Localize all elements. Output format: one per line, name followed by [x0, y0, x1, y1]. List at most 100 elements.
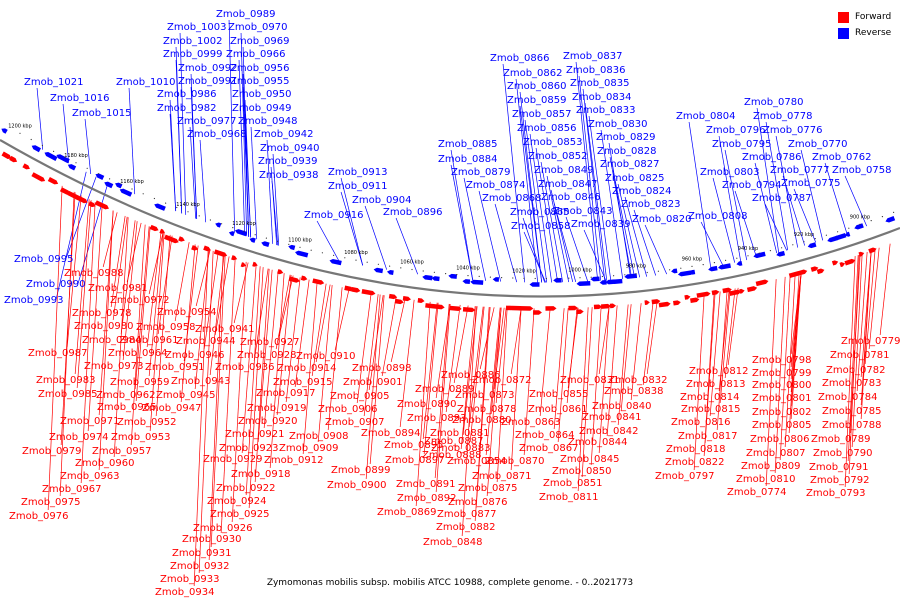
forward-gene-label[interactable]: Zmob_0964	[108, 348, 168, 359]
reverse-gene-label[interactable]: Zmob_0857	[512, 109, 572, 120]
forward-gene-label[interactable]: Zmob_0980	[74, 321, 134, 332]
reverse-gene-label[interactable]: Zmob_0858	[511, 221, 571, 232]
reverse-gene-label[interactable]: Zmob_1015	[72, 108, 132, 119]
forward-gene-arrow[interactable]	[178, 236, 185, 242]
forward-gene-label[interactable]: Zmob_0931	[172, 548, 232, 559]
forward-gene-label[interactable]: Zmob_0972	[110, 295, 170, 306]
forward-gene-label[interactable]: Zmob_0985	[38, 389, 98, 400]
forward-gene-arrow[interactable]	[288, 276, 301, 283]
forward-gene-label[interactable]: Zmob_0900	[327, 480, 387, 491]
reverse-gene-label[interactable]: Zmob_0796	[706, 125, 766, 136]
forward-gene-label[interactable]: Zmob_0881	[430, 428, 490, 439]
reverse-gene-arrow[interactable]	[261, 240, 270, 247]
forward-gene-label[interactable]: Zmob_0979	[22, 446, 82, 457]
reverse-gene-label[interactable]: Zmob_0777	[770, 165, 830, 176]
reverse-gene-label[interactable]: Zmob_0843	[553, 206, 613, 217]
forward-gene-arrow[interactable]	[252, 261, 258, 268]
reverse-gene-arrow[interactable]	[718, 263, 732, 270]
reverse-gene-arrow[interactable]	[55, 153, 70, 164]
reverse-gene-arrow[interactable]	[373, 267, 384, 274]
forward-gene-label[interactable]: Zmob_0923	[219, 443, 279, 454]
forward-gene-arrow[interactable]	[213, 249, 228, 258]
forward-gene-label[interactable]: Zmob_0875	[458, 483, 518, 494]
forward-gene-label[interactable]: Zmob_0873	[455, 390, 515, 401]
forward-gene-label[interactable]: Zmob_0976	[9, 511, 69, 522]
forward-gene-label[interactable]: Zmob_0864	[515, 430, 575, 441]
forward-gene-label[interactable]: Zmob_0909	[279, 443, 339, 454]
reverse-gene-label[interactable]: Zmob_1002	[163, 36, 223, 47]
forward-gene-label[interactable]: Zmob_0941	[195, 324, 255, 335]
forward-gene-label[interactable]: Zmob_0816	[671, 417, 731, 428]
forward-gene-label[interactable]: Zmob_0806	[750, 434, 810, 445]
reverse-gene-arrow[interactable]	[492, 277, 500, 282]
forward-gene-label[interactable]: Zmob_0818	[666, 444, 726, 455]
forward-gene-arrow[interactable]	[711, 289, 720, 296]
forward-gene-label[interactable]: Zmob_0908	[289, 431, 349, 442]
forward-gene-label[interactable]: Zmob_0810	[736, 474, 796, 485]
forward-gene-arrow[interactable]	[868, 247, 877, 254]
forward-gene-arrow[interactable]	[164, 234, 180, 245]
forward-gene-label[interactable]: Zmob_0952	[117, 417, 177, 428]
reverse-gene-label[interactable]: Zmob_0999	[163, 49, 223, 60]
reverse-gene-label[interactable]: Zmob_0856	[517, 123, 577, 134]
forward-gene-arrow[interactable]	[568, 305, 578, 311]
forward-gene-arrow[interactable]	[831, 259, 839, 266]
reverse-gene-label[interactable]: Zmob_0860	[507, 81, 567, 92]
reverse-gene-label[interactable]: Zmob_0885	[438, 139, 498, 150]
reverse-gene-arrow[interactable]	[833, 233, 847, 241]
reverse-gene-label[interactable]: Zmob_0778	[753, 111, 813, 122]
forward-gene-label[interactable]: Zmob_0897	[385, 455, 445, 466]
forward-gene-arrow[interactable]	[47, 176, 59, 186]
forward-gene-arrow[interactable]	[394, 298, 404, 305]
forward-gene-label[interactable]: Zmob_0973	[84, 361, 144, 372]
forward-gene-arrow[interactable]	[149, 224, 160, 232]
forward-gene-label[interactable]: Zmob_0870	[485, 456, 545, 467]
reverse-gene-label[interactable]: Zmob_0758	[832, 165, 892, 176]
forward-gene-arrow[interactable]	[858, 251, 865, 257]
reverse-gene-label[interactable]: Zmob_0916	[304, 210, 364, 221]
forward-gene-label[interactable]: Zmob_0855	[529, 389, 589, 400]
reverse-gene-label[interactable]: Zmob_0989	[216, 9, 276, 20]
forward-gene-label[interactable]: Zmob_0978	[72, 308, 132, 319]
forward-gene-label[interactable]: Zmob_0851	[543, 478, 603, 489]
reverse-gene-arrow[interactable]	[153, 202, 166, 211]
reverse-gene-label[interactable]: Zmob_0823	[621, 199, 681, 210]
reverse-gene-label[interactable]: Zmob_0904	[352, 195, 412, 206]
reverse-gene-label[interactable]: Zmob_0835	[570, 78, 630, 89]
reverse-gene-arrow[interactable]	[576, 281, 591, 287]
forward-gene-label[interactable]: Zmob_0867	[519, 443, 579, 454]
reverse-gene-label[interactable]: Zmob_1010	[116, 77, 176, 88]
forward-gene-label[interactable]: Zmob_0894	[361, 428, 421, 439]
reverse-gene-label[interactable]: Zmob_0948	[238, 116, 298, 127]
forward-gene-arrow[interactable]	[644, 300, 650, 306]
reverse-gene-arrow[interactable]	[590, 276, 600, 282]
forward-gene-arrow[interactable]	[690, 297, 700, 303]
reverse-gene-arrow[interactable]	[43, 151, 58, 161]
reverse-gene-label[interactable]: Zmob_0966	[226, 49, 286, 60]
reverse-gene-label[interactable]: Zmob_0828	[597, 146, 657, 157]
forward-gene-label[interactable]: Zmob_0946	[165, 350, 225, 361]
forward-gene-label[interactable]: Zmob_0892	[397, 493, 457, 504]
forward-gene-arrow[interactable]	[755, 279, 769, 287]
forward-gene-label[interactable]: Zmob_0817	[678, 431, 738, 442]
reverse-gene-arrow[interactable]	[462, 279, 471, 284]
forward-gene-label[interactable]: Zmob_0922	[216, 483, 276, 494]
reverse-gene-label[interactable]: Zmob_0911	[328, 181, 388, 192]
forward-gene-label[interactable]: Zmob_0960	[75, 458, 135, 469]
reverse-gene-arrow[interactable]	[103, 180, 114, 189]
reverse-gene-label[interactable]: Zmob_0808	[688, 211, 748, 222]
reverse-gene-label[interactable]: Zmob_0846	[541, 192, 601, 203]
reverse-gene-label[interactable]: Zmob_0866	[490, 53, 550, 64]
forward-gene-arrow[interactable]	[545, 306, 557, 311]
forward-gene-arrow[interactable]	[9, 155, 18, 164]
forward-gene-label[interactable]: Zmob_0971	[60, 416, 120, 427]
reverse-gene-label[interactable]: Zmob_0970	[228, 22, 288, 33]
reverse-gene-label[interactable]: Zmob_0827	[600, 159, 660, 170]
forward-gene-label[interactable]: Zmob_0779	[841, 336, 900, 347]
forward-gene-label[interactable]: Zmob_0809	[741, 461, 801, 472]
forward-gene-label[interactable]: Zmob_0981	[88, 283, 148, 294]
forward-gene-label[interactable]: Zmob_0783	[822, 378, 882, 389]
forward-gene-label[interactable]: Zmob_0936	[215, 362, 275, 373]
forward-gene-label[interactable]: Zmob_0788	[822, 420, 882, 431]
forward-gene-arrow[interactable]	[231, 255, 238, 261]
